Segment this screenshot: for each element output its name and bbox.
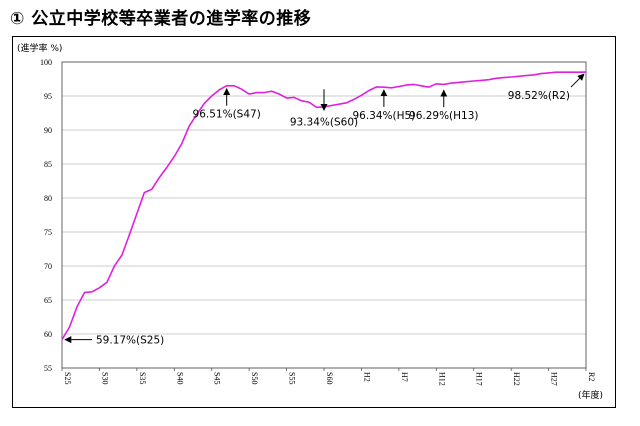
line-chart: 55 60 65 70 75 80 85 90 95 100 S25 S30 S35 S40 S45 S50 S…	[17, 42, 603, 401]
x-tick-label: S55	[288, 372, 297, 384]
annotation-arrow	[570, 73, 585, 88]
annotation-label: 59.17%(S25)	[96, 335, 164, 347]
x-tick-label: H12	[437, 372, 446, 386]
x-tick-label: H27	[550, 372, 559, 386]
x-tick-label: H2	[362, 372, 371, 382]
y-tick-label: 60	[44, 330, 52, 339]
y-tick-label: 70	[44, 262, 52, 271]
x-tick-label: S40	[175, 372, 184, 384]
x-tick-label: H17	[475, 372, 484, 386]
x-tick-label: H22	[512, 372, 521, 386]
y-tick-label: 95	[44, 92, 52, 101]
y-tick-label: 65	[44, 296, 52, 305]
annotation-label: 96.51%(S47)	[193, 109, 261, 121]
y-tick-label: 90	[44, 126, 52, 135]
x-tick-label: S35	[138, 372, 147, 384]
y-tick-label: 55	[44, 364, 52, 373]
x-tick-label: S25	[63, 372, 72, 384]
annotation-label: 98.52%(R2)	[508, 90, 570, 102]
x-tick-label: R2	[587, 372, 596, 381]
chart-frame: 55 60 65 70 75 80 85 90 95 100 S25 S30 S35 S40 S45 S50 S…	[12, 36, 616, 408]
x-tick-label: S60	[325, 372, 334, 384]
y-tick-label: 80	[44, 194, 52, 203]
x-tick-label: S30	[100, 372, 109, 384]
series-line	[61, 71, 587, 341]
x-axis-label: (年度)	[578, 389, 603, 401]
page-title: ① 公立中学校等卒業者の進学率の推移	[10, 9, 312, 29]
y-tick-label: 100	[40, 58, 52, 67]
x-tick-label: S45	[213, 372, 222, 384]
y-tick-label: 85	[44, 160, 52, 169]
x-tick-label: H7	[400, 372, 409, 382]
y-tick-label: 75	[44, 228, 52, 237]
annotation-label: 93.34%(S60)	[290, 116, 358, 128]
annotation-label: 96.29%(H13)	[409, 110, 479, 122]
annotation-label: 96.34%(H5)	[352, 110, 415, 122]
y-axis-label: (進学率 %)	[17, 42, 62, 54]
x-tick-label: S50	[250, 372, 259, 384]
